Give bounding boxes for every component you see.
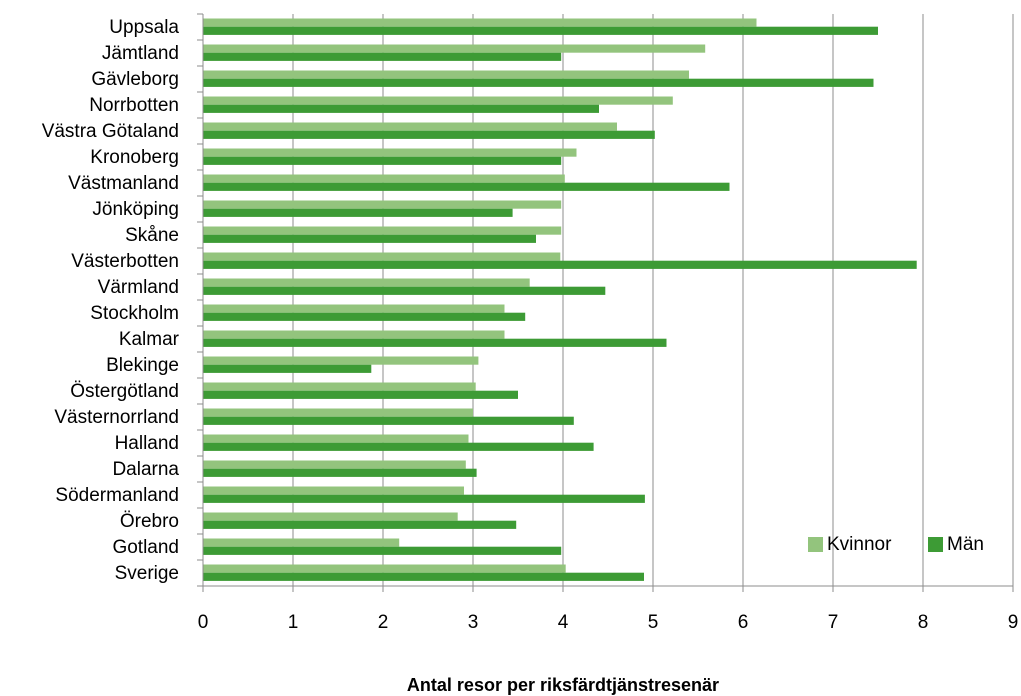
- x-tick-label: 9: [1008, 612, 1019, 633]
- category-label: Stockholm: [90, 303, 179, 324]
- bar-kvinnor: [203, 226, 562, 235]
- bar-män: [203, 364, 372, 373]
- bar-män: [203, 78, 874, 87]
- category-label: Kalmar: [119, 329, 180, 350]
- category-label: Sverige: [115, 563, 179, 584]
- category-label: Kronoberg: [90, 147, 179, 168]
- bar-män: [203, 182, 730, 191]
- x-axis: 0 1 2 3 4 5 6 7 8 9: [198, 585, 1019, 633]
- category-label: Gävleborg: [91, 69, 179, 90]
- legend: Kvinnor Män: [808, 534, 984, 555]
- bar-män: [203, 104, 599, 113]
- category-label: Södermanland: [55, 485, 179, 506]
- bar-män: [203, 494, 645, 503]
- category-label: Västerbotten: [71, 251, 179, 272]
- category-label: Skåne: [125, 225, 179, 246]
- bar-män: [203, 156, 562, 165]
- bar-män: [203, 286, 606, 295]
- category-label: Norrbotten: [89, 95, 179, 116]
- bar-män: [203, 234, 536, 243]
- bar-män: [203, 572, 644, 581]
- bar-kvinnor: [203, 408, 473, 417]
- x-tick-label: 3: [468, 612, 479, 633]
- bar-kvinnor: [203, 148, 577, 157]
- x-tick-label: 2: [378, 612, 389, 633]
- category-label: Västernorrland: [54, 407, 179, 428]
- bar-kvinnor: [203, 96, 673, 105]
- y-axis: Uppsala Jämtland Gävleborg Norrbotten Västra…: [42, 13, 204, 587]
- category-label: Östergötland: [70, 381, 179, 402]
- bar-kvinnor: [203, 486, 464, 495]
- bar-män: [203, 26, 878, 35]
- bar-män: [203, 390, 518, 399]
- bar-kvinnor: [203, 200, 562, 209]
- category-label: Uppsala: [109, 17, 179, 38]
- category-label: Jämtland: [102, 43, 179, 64]
- legend-label-män: Män: [947, 534, 984, 555]
- category-label: Gotland: [112, 537, 179, 558]
- bar-kvinnor: [203, 538, 400, 547]
- bar-män: [203, 442, 594, 451]
- category-label: Dalarna: [112, 459, 179, 480]
- bar-män: [203, 468, 477, 477]
- category-label: Västra Götaland: [42, 121, 179, 142]
- bar-kvinnor: [203, 382, 476, 391]
- x-tick-label: 0: [198, 612, 209, 633]
- category-label: Halland: [115, 433, 179, 454]
- category-label: Västmanland: [68, 173, 179, 194]
- bar-kvinnor: [203, 44, 706, 53]
- category-label: Örebro: [120, 511, 179, 532]
- bar-män: [203, 208, 513, 217]
- bar-män: [203, 130, 655, 139]
- bar-kvinnor: [203, 252, 561, 261]
- bar-män: [203, 260, 917, 269]
- bar-män: [203, 312, 526, 321]
- bar-kvinnor: [203, 330, 505, 339]
- bar-kvinnor: [203, 460, 466, 469]
- bar-kvinnor: [203, 304, 505, 313]
- bar-kvinnor: [203, 18, 757, 27]
- x-tick-label: 8: [918, 612, 929, 633]
- x-tick-label: 6: [738, 612, 749, 633]
- bar-kvinnor: [203, 434, 469, 443]
- bar-män: [203, 338, 667, 347]
- legend-swatch-kvinnor: [808, 537, 823, 552]
- bar-kvinnor: [203, 356, 479, 365]
- category-label: Jönköping: [92, 199, 179, 220]
- category-label: Blekinge: [106, 355, 179, 376]
- bar-män: [203, 520, 517, 529]
- bar-kvinnor: [203, 122, 617, 131]
- x-tick-label: 7: [828, 612, 839, 633]
- bar-män: [203, 52, 562, 61]
- legend-label-kvinnor: Kvinnor: [827, 534, 892, 555]
- x-tick-label: 4: [558, 612, 569, 633]
- category-label: Värmland: [98, 277, 179, 298]
- x-axis-title: Antal resor per riksfärdtjänstresenär: [407, 675, 719, 695]
- bar-kvinnor: [203, 278, 530, 287]
- legend-swatch-män: [928, 537, 943, 552]
- bar-män: [203, 546, 562, 555]
- bar-kvinnor: [203, 70, 689, 79]
- bar-kvinnor: [203, 512, 458, 521]
- x-tick-label: 5: [648, 612, 659, 633]
- bar-kvinnor: [203, 174, 565, 183]
- bar-kvinnor: [203, 564, 566, 573]
- bar-män: [203, 416, 574, 425]
- bars: [203, 18, 917, 581]
- x-tick-label: 1: [288, 612, 299, 633]
